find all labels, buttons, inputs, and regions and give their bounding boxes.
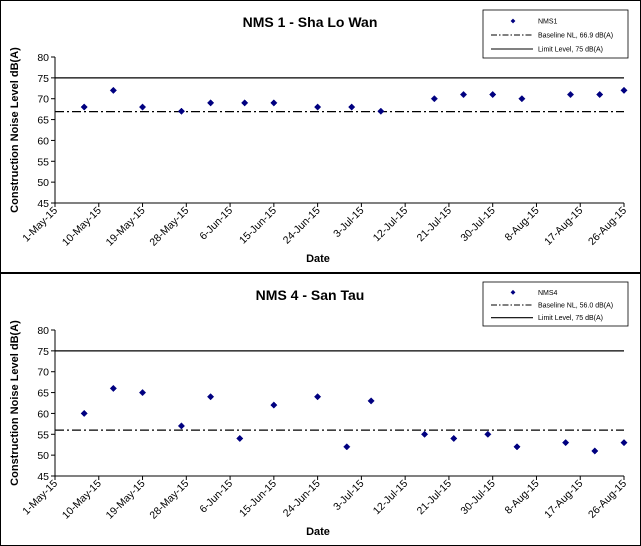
y-tick-label: 65 xyxy=(37,115,49,127)
data-point xyxy=(518,95,526,103)
data-point xyxy=(236,434,244,443)
data-point xyxy=(450,434,458,443)
data-point xyxy=(109,384,117,392)
y-tick-label: 70 xyxy=(37,367,49,379)
y-tick-label: 50 xyxy=(37,177,49,189)
data-point xyxy=(314,393,322,401)
data-point xyxy=(348,103,356,111)
legend-entry-label: NMS1 xyxy=(538,19,558,26)
y-tick-label: 45 xyxy=(37,198,49,210)
legend-entry-label: NMS4 xyxy=(538,290,558,297)
data-point xyxy=(513,443,521,451)
data-point xyxy=(343,443,351,451)
legend-entry-label: Limit Level, 75 dB(A) xyxy=(538,315,603,322)
chart-panel-1: NMS 1 - Sha Lo Wan45505560657075801-May-… xyxy=(0,0,641,273)
data-point xyxy=(270,99,278,107)
y-tick-label: 50 xyxy=(37,450,49,462)
data-point xyxy=(566,90,575,99)
data-point xyxy=(80,409,88,417)
data-point xyxy=(207,99,215,107)
data-point xyxy=(459,90,468,99)
chart-title: NMS 1 - Sha Lo Wan xyxy=(243,14,378,30)
y-tick-label: 45 xyxy=(37,471,49,483)
data-point xyxy=(596,90,604,99)
y-tick-label: 60 xyxy=(37,135,49,147)
data-point xyxy=(177,422,185,430)
legend-marker xyxy=(510,18,516,24)
data-point xyxy=(562,439,570,447)
y-axis-label: Construction Noise Level dB(A) xyxy=(9,320,21,486)
legend-box xyxy=(482,9,629,59)
data-point xyxy=(270,401,278,409)
y-tick-label: 55 xyxy=(37,429,49,441)
data-point xyxy=(138,103,147,111)
legend-box xyxy=(482,281,629,327)
data-point xyxy=(138,389,147,397)
legend-entry-label: Baseline NL, 56.0 dB(A) xyxy=(538,303,613,310)
y-tick-label: 75 xyxy=(37,73,49,85)
data-point xyxy=(489,90,497,99)
y-tick-label: 80 xyxy=(37,325,49,337)
y-tick-label: 55 xyxy=(37,156,49,168)
y-axis-label: Construction Noise Level dB(A) xyxy=(9,47,21,213)
data-point xyxy=(207,393,215,401)
x-axis-label: Date xyxy=(306,253,330,265)
data-point xyxy=(177,107,185,115)
data-point xyxy=(430,95,438,103)
data-point xyxy=(484,430,492,438)
x-axis-label: Date xyxy=(306,526,330,538)
data-point xyxy=(620,86,628,94)
data-point xyxy=(80,103,88,111)
legend-entry-label: Baseline NL, 66.9 dB(A) xyxy=(538,33,613,40)
y-tick-label: 60 xyxy=(37,408,49,420)
data-point xyxy=(314,103,322,111)
legend-entry-label: Limit Level, 75 dB(A) xyxy=(538,47,603,54)
data-point xyxy=(109,86,117,94)
data-point xyxy=(367,397,375,405)
data-point xyxy=(421,430,429,438)
y-tick-label: 65 xyxy=(37,388,49,400)
legend-marker xyxy=(510,289,516,295)
data-point xyxy=(377,107,385,115)
y-tick-label: 80 xyxy=(37,52,49,64)
y-tick-label: 75 xyxy=(37,346,49,358)
data-point xyxy=(591,447,599,455)
y-tick-label: 70 xyxy=(37,94,49,106)
data-point xyxy=(241,99,249,107)
chart-title: NMS 4 - San Tau xyxy=(256,287,365,303)
data-point xyxy=(620,439,628,447)
